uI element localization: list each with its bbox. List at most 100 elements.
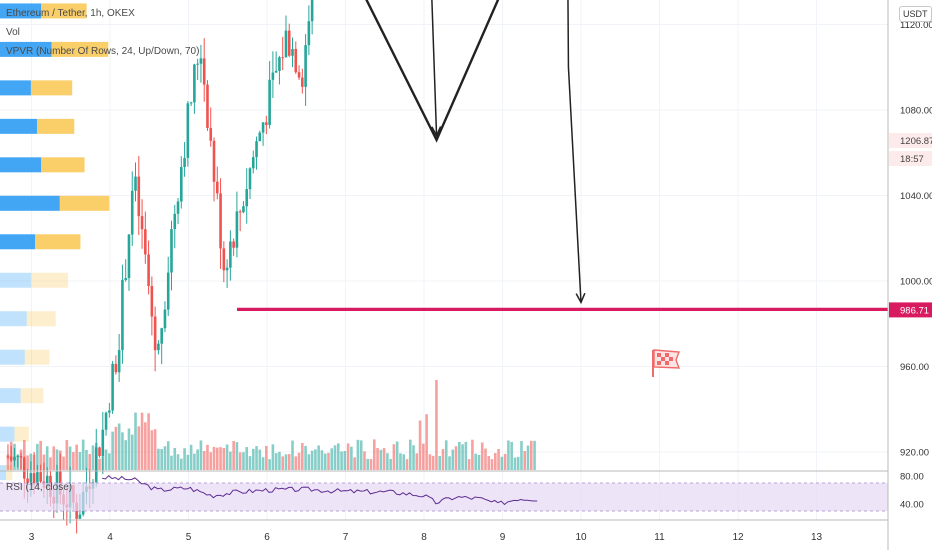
vpvr-down-bar — [41, 157, 85, 173]
candle-body — [229, 241, 232, 268]
candle-body — [202, 58, 206, 85]
time-tick-label: 7 — [343, 532, 349, 543]
candle-body — [150, 286, 154, 317]
volume-bar — [350, 446, 353, 470]
volume-bar — [62, 456, 65, 470]
vpvr-down-bar — [30, 80, 73, 96]
candle-body — [94, 447, 98, 483]
time-tick-label: 3 — [29, 532, 35, 543]
volume-bar — [91, 445, 95, 470]
arrow-head-1 — [431, 126, 442, 138]
candle-body — [222, 248, 226, 271]
volume-bar — [281, 456, 284, 470]
volume-bar — [117, 423, 121, 470]
volume-bar — [52, 446, 56, 470]
volume-bar — [183, 448, 186, 470]
volume-bar — [268, 459, 271, 470]
price-label[interactable]: 1206.87 — [900, 136, 932, 147]
volume-bar — [327, 452, 330, 470]
time-tick-label: 4 — [107, 532, 113, 543]
volume-bar — [78, 452, 82, 470]
axes: 1320.001280.001240.001200.001160.001120.… — [29, 0, 932, 550]
price-label-box — [889, 133, 932, 148]
indicator-vpvr[interactable]: VPVR (Number Of Rows, 24, Up/Down, 70) — [6, 46, 200, 57]
diamond-pattern[interactable] — [313, 0, 586, 305]
volume-bar — [363, 451, 366, 470]
volume-bar — [81, 439, 85, 470]
arrow-2[interactable] — [567, 0, 582, 303]
volume-bar — [271, 444, 275, 470]
symbol-title[interactable]: Ethereum / Tether, 1h, OKEX — [6, 8, 135, 19]
price-tick-label: 1120.00 — [900, 20, 932, 31]
candle-body — [121, 279, 124, 351]
volume-bar — [248, 456, 252, 470]
volume-bar — [199, 440, 203, 470]
volume-bar — [389, 458, 392, 470]
volume-bar — [245, 447, 249, 470]
candle-body — [173, 213, 177, 230]
candle-body — [117, 350, 121, 373]
volume-bar — [150, 430, 154, 470]
volume-bar — [222, 447, 226, 470]
price-label[interactable]: 18:57 — [900, 154, 924, 165]
candle-body — [183, 157, 186, 168]
candle-body — [251, 157, 255, 169]
volume-bar — [215, 447, 219, 470]
volume-bar — [454, 446, 458, 470]
candle-body — [166, 272, 170, 310]
candle-body — [6, 456, 10, 458]
volume-bar — [399, 453, 402, 470]
indicator-vol[interactable]: Vol — [6, 27, 20, 38]
volume-bar — [343, 450, 347, 470]
volume-bar — [474, 453, 477, 470]
volume-bar — [274, 453, 278, 470]
price-tick-label: 920.00 — [900, 448, 929, 459]
volume-bar — [310, 450, 314, 470]
currency-button[interactable]: USDT — [899, 6, 932, 22]
volume-bar — [320, 450, 324, 470]
volume-bar — [219, 447, 222, 470]
vpvr-down-bar — [6, 465, 13, 481]
volume-bar — [451, 449, 455, 470]
volume-bar — [196, 449, 199, 470]
volume-bar — [202, 451, 206, 470]
volume-bar — [111, 431, 114, 470]
volume-bar — [379, 449, 383, 470]
volume-bar — [323, 453, 327, 470]
candle-body — [170, 229, 173, 273]
candle-body — [147, 254, 150, 287]
price-label[interactable]: 986.71 — [900, 305, 929, 316]
volume-bar — [232, 440, 235, 470]
flag-icon[interactable] — [652, 349, 681, 377]
volume-bar — [523, 451, 527, 470]
volume-bar — [487, 456, 491, 470]
volume-bar — [444, 440, 448, 470]
volume-bar — [500, 456, 504, 470]
horizontal-lines[interactable] — [0, 0, 888, 312]
volume-bar — [412, 445, 415, 470]
rsi-label[interactable]: RSI (14, close) — [6, 482, 73, 493]
candle-body — [39, 472, 42, 482]
price-tick-label: 960.00 — [900, 362, 929, 373]
volume-bar — [526, 445, 530, 470]
time-tick-label: 11 — [654, 532, 665, 543]
volume-bar — [42, 454, 46, 470]
time-tick-label: 13 — [811, 532, 823, 543]
vpvr-down-bar — [35, 234, 81, 250]
candle-body — [209, 128, 213, 141]
candle-body — [140, 216, 144, 230]
volume-bar — [124, 440, 127, 470]
volume-bar — [317, 445, 320, 470]
volume-bar — [494, 453, 497, 470]
diamond-outline[interactable] — [313, 0, 567, 143]
volume-bar — [392, 444, 396, 470]
candle-body — [111, 363, 114, 411]
vpvr-up-bar — [0, 3, 42, 19]
volume-bar — [170, 455, 173, 470]
candle-body — [134, 176, 137, 191]
arrow-1[interactable] — [420, 0, 438, 136]
volume-bar — [307, 454, 311, 470]
volume-bar — [438, 456, 441, 470]
time-tick-label: 12 — [732, 532, 744, 543]
